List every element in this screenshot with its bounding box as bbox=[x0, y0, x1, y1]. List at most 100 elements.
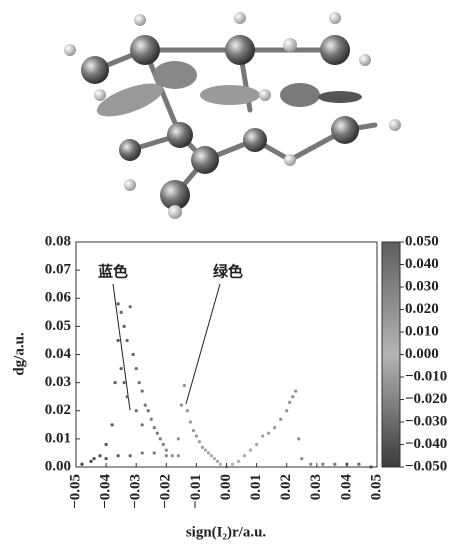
point bbox=[309, 462, 313, 466]
point bbox=[128, 305, 132, 309]
molecule-image bbox=[64, 12, 401, 219]
y-axis-label: dg/a.u. bbox=[11, 332, 27, 376]
y-tick-label: 0.00 bbox=[45, 458, 71, 474]
colorbar-tick-label: −0.010 bbox=[405, 368, 447, 384]
x-tick-label: −0.02 bbox=[158, 474, 174, 509]
point bbox=[161, 442, 165, 447]
colorbar-tick-label: 0.000 bbox=[405, 346, 439, 362]
colorbar-tick-label: 0.040 bbox=[405, 256, 439, 272]
point bbox=[149, 417, 153, 421]
point bbox=[236, 459, 241, 463]
x-tick-label: −0.03 bbox=[128, 474, 144, 509]
point bbox=[92, 456, 96, 461]
colorbar-tick-label: 0.030 bbox=[405, 278, 439, 294]
point bbox=[164, 448, 168, 452]
point bbox=[215, 459, 220, 463]
colorbar-tick-label: −0.040 bbox=[405, 436, 447, 452]
point bbox=[143, 403, 147, 407]
colorbar-tick-label: 0.050 bbox=[405, 233, 439, 249]
colorbar-tick-label: −0.020 bbox=[405, 391, 447, 407]
point bbox=[113, 381, 117, 385]
point bbox=[122, 324, 126, 328]
point bbox=[261, 434, 265, 438]
annotation-line bbox=[112, 283, 131, 411]
point bbox=[218, 462, 223, 466]
point bbox=[248, 448, 253, 452]
point bbox=[194, 434, 198, 438]
annotation: 绿色 bbox=[213, 262, 243, 280]
annotation-line bbox=[185, 283, 221, 405]
y-tick-label: 0.04 bbox=[45, 346, 72, 362]
x-axis-label: sign(I₂)r/a.u. bbox=[186, 524, 267, 540]
point bbox=[255, 442, 259, 447]
x-tick-label: 0.00 bbox=[218, 474, 234, 500]
annotation: 蓝色 bbox=[98, 262, 128, 280]
y-tick-label: 0.03 bbox=[45, 374, 71, 390]
point bbox=[176, 437, 180, 441]
point bbox=[185, 409, 189, 413]
point bbox=[110, 423, 114, 427]
point bbox=[209, 454, 214, 458]
y-tick-label: 0.05 bbox=[45, 318, 71, 334]
point bbox=[164, 454, 168, 458]
point bbox=[125, 395, 129, 399]
x-tick-label: −0.01 bbox=[188, 474, 204, 509]
point bbox=[197, 440, 202, 444]
point bbox=[125, 338, 129, 343]
point bbox=[104, 442, 108, 447]
point bbox=[212, 456, 217, 461]
point bbox=[140, 451, 144, 455]
y-tick-label: 0.01 bbox=[45, 430, 71, 446]
point bbox=[291, 395, 295, 399]
point bbox=[158, 437, 162, 441]
point bbox=[191, 428, 195, 433]
point bbox=[200, 445, 205, 449]
point bbox=[176, 454, 180, 458]
point bbox=[242, 454, 247, 458]
point bbox=[119, 310, 123, 314]
point bbox=[155, 431, 159, 435]
point bbox=[128, 454, 132, 458]
point bbox=[119, 366, 123, 371]
y-tick-label: 0.08 bbox=[45, 233, 71, 249]
point bbox=[152, 451, 156, 455]
point bbox=[146, 409, 150, 413]
colorbar-tick-label: −0.050 bbox=[405, 458, 447, 474]
point bbox=[116, 338, 120, 343]
point bbox=[134, 366, 138, 371]
point bbox=[89, 459, 93, 463]
colorbar-tick-label: 0.010 bbox=[405, 323, 439, 339]
point bbox=[179, 403, 183, 407]
point bbox=[288, 400, 292, 404]
point bbox=[357, 462, 361, 466]
point bbox=[140, 389, 144, 393]
point bbox=[297, 437, 301, 441]
point bbox=[137, 381, 141, 385]
point bbox=[203, 448, 208, 452]
point bbox=[134, 409, 138, 413]
x-tick-label: −0.05 bbox=[67, 474, 83, 509]
point bbox=[122, 381, 126, 385]
point bbox=[206, 451, 211, 455]
x-tick-label: 0.02 bbox=[278, 474, 294, 500]
x-tick-label: 0.05 bbox=[368, 474, 384, 500]
point bbox=[140, 423, 144, 427]
point bbox=[80, 462, 84, 466]
point bbox=[300, 456, 304, 461]
x-tick-label: 0.01 bbox=[248, 474, 264, 500]
plot: dg/a.u. sign(I₂)r/a.u. 蓝色 绿色 bbox=[11, 262, 266, 540]
point bbox=[182, 383, 186, 388]
point bbox=[116, 454, 120, 458]
point bbox=[321, 462, 325, 466]
colorbar bbox=[381, 241, 401, 468]
point bbox=[152, 426, 156, 430]
point bbox=[104, 456, 108, 461]
point bbox=[333, 462, 337, 466]
point bbox=[279, 417, 283, 421]
point bbox=[131, 352, 135, 357]
point bbox=[188, 420, 192, 424]
point bbox=[273, 426, 277, 430]
y-tick-label: 0.06 bbox=[45, 290, 72, 306]
point bbox=[294, 389, 298, 393]
point bbox=[98, 454, 102, 458]
